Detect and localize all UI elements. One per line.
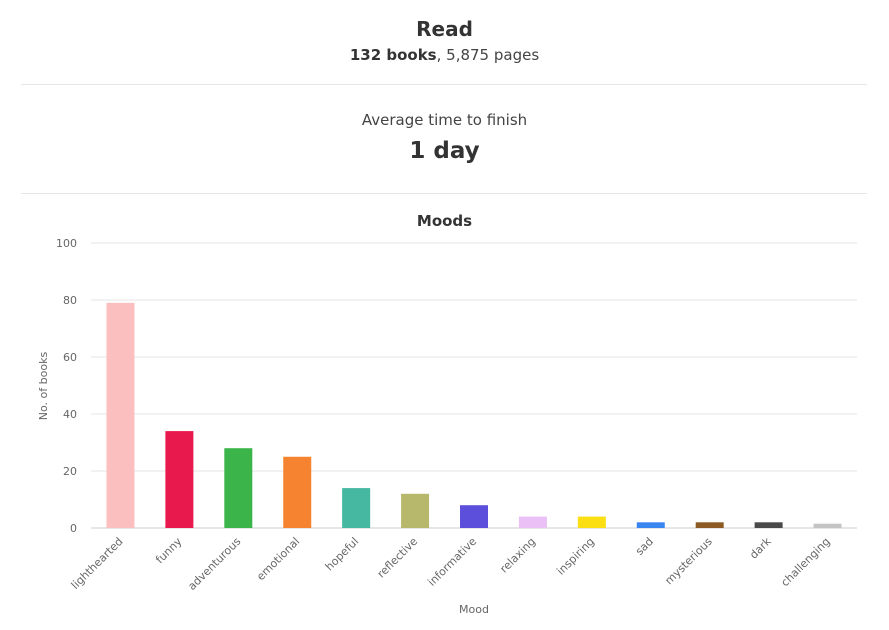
x-tick-label: relaxing xyxy=(497,535,538,576)
bar-inspiring[interactable] xyxy=(577,516,606,528)
x-tick-label: reflective xyxy=(375,535,421,581)
books-count: 132 books xyxy=(349,46,437,64)
y-tick-label: 60 xyxy=(63,351,77,364)
x-tick-label: hopeful xyxy=(323,535,361,573)
gridlines xyxy=(91,242,857,529)
bar-dark[interactable] xyxy=(754,522,783,528)
bar-informative[interactable] xyxy=(460,505,488,528)
y-axis-label: No. of books xyxy=(37,352,50,421)
bar-emotional[interactable] xyxy=(283,456,312,528)
divider xyxy=(21,84,867,85)
x-axis-ticks: lighthearted funny adventurous emotional hop… xyxy=(69,534,833,592)
divider xyxy=(21,193,867,194)
avg-time-title: Average time to finish xyxy=(361,111,528,129)
bar-funny[interactable] xyxy=(165,431,194,528)
chart-title: Moods xyxy=(416,212,473,230)
x-tick-label: dark xyxy=(747,534,774,561)
y-tick-label: 100 xyxy=(56,237,77,250)
x-tick-label: challenging xyxy=(778,535,832,589)
pages-count: , 5,875 pages xyxy=(436,46,540,64)
x-tick-label: emotional xyxy=(254,535,302,583)
bar-sad[interactable] xyxy=(636,522,665,528)
y-tick-label: 20 xyxy=(63,465,77,478)
bar-challenging[interactable] xyxy=(813,523,842,528)
bar-reflective[interactable] xyxy=(401,493,430,528)
read-summary: 132 books, 5,875 pages xyxy=(0,46,889,64)
avg-time-value: 1 day xyxy=(409,138,480,164)
bar-relaxing[interactable] xyxy=(518,516,547,528)
y-tick-label: 0 xyxy=(70,522,77,535)
read-title: Read xyxy=(416,17,473,41)
x-tick-label: mysterious xyxy=(662,535,715,588)
y-tick-label: 80 xyxy=(63,294,77,307)
x-tick-label: sad xyxy=(633,535,656,558)
x-tick-label: lighthearted xyxy=(69,535,126,592)
bar-lighthearted[interactable] xyxy=(106,302,135,528)
y-axis-ticks: 0 20 40 60 80 100 xyxy=(56,237,77,535)
x-tick-label: inspiring xyxy=(554,535,597,578)
y-tick-label: 40 xyxy=(63,408,77,421)
x-axis-label: Mood xyxy=(459,603,489,616)
bar-hopeful[interactable] xyxy=(342,488,371,528)
x-tick-label: informative xyxy=(425,535,479,589)
bars xyxy=(106,302,842,528)
x-tick-label: funny xyxy=(153,535,185,567)
bar-adventurous[interactable] xyxy=(224,448,253,528)
bar-mysterious[interactable] xyxy=(695,522,724,528)
x-tick-label: adventurous xyxy=(185,535,243,593)
